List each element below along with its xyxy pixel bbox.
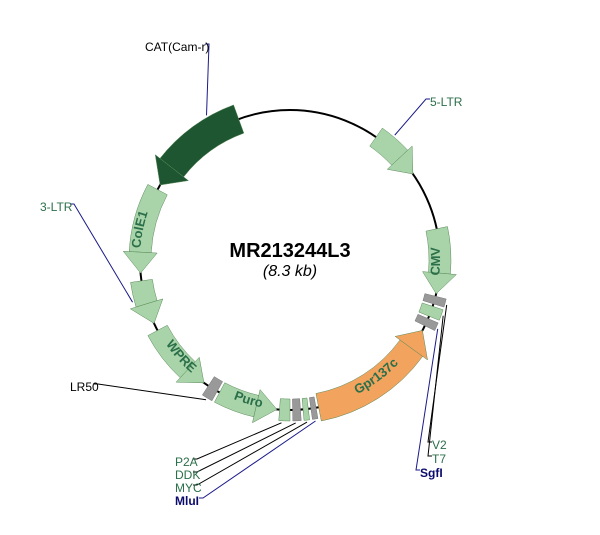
segment-label-cmv: CMV [427,246,443,276]
label-t7: T7 [432,452,446,466]
plasmid-size: (8.3 kb) [190,263,390,281]
label-ltr3: 3-LTR [40,200,72,214]
segment-ddk [292,399,301,421]
label-cat: CAT(Cam-r) [145,40,209,54]
segment-myc [302,398,310,420]
label-ddk: DDK [175,468,200,482]
label-sgfi: SgfI [420,466,443,480]
label-p2a: P2A [175,455,198,469]
label-lr50: LR50 [70,380,99,394]
label-mlui: MluI [175,494,199,508]
label-v2: V2 [432,438,447,452]
plasmid-name: MR213244L3 [190,240,390,263]
segment-cat [160,105,244,177]
label-ltr5: 5-LTR [430,95,462,109]
label-myc: MYC [175,481,202,495]
segment-p2a [279,399,290,421]
plasmid-title-block: MR213244L3 (8.3 kb) [190,240,390,281]
